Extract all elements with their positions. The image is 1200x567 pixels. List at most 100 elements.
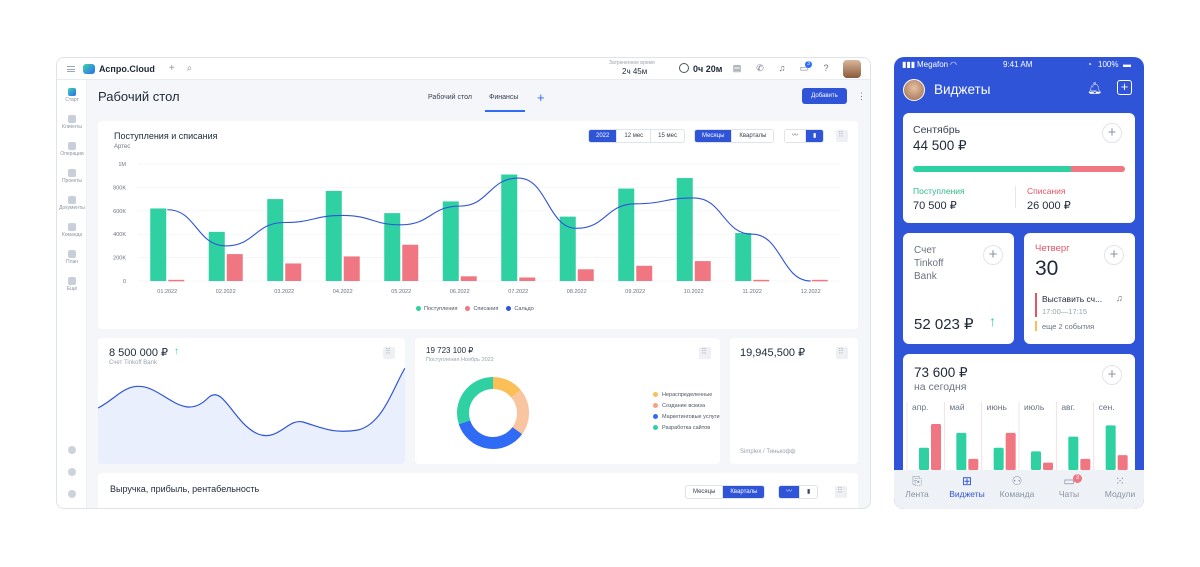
donut-slice [511,390,529,435]
line-chart-icon[interactable]: 〰 [785,130,807,142]
expense-bar [968,458,979,470]
more-icon[interactable]: ⋮ [857,91,866,101]
notes-icon[interactable]: ▤ [732,63,742,73]
menu-icon[interactable] [67,65,75,72]
revenue-quarters[interactable]: Кварталы [723,486,765,498]
bar-chart-icon[interactable]: ▮ [807,489,811,495]
drag-handle-icon[interactable] [699,347,711,359]
sidebar-item-7[interactable]: Ещё [57,277,87,292]
income-bar [150,208,167,281]
month-label: сен. [1099,402,1115,412]
help-icon[interactable]: ? [823,63,829,73]
add-widget-icon[interactable]: + [1117,80,1132,95]
tab-finance[interactable]: Финансы [489,94,519,101]
account-card[interactable]: Счет Tinkoff Bank + 52 023 ₽ ↑ [903,233,1014,344]
sidebar-item-3[interactable]: Проекты [57,169,87,184]
chat-icon[interactable]: ▭ [799,63,809,73]
sidebar-item-2[interactable]: Операции [57,142,87,157]
expense-bar [931,423,941,470]
calendar-card[interactable]: Четверг 30 + Выставить сч... ♫ 17:00—17:… [1024,233,1135,344]
x-tick-label: 07.2022 [508,289,528,295]
drag-handle-icon[interactable] [836,347,848,359]
line-chart-icon[interactable]: 〰 [779,486,801,498]
y-tick-label: 1M [118,162,126,168]
revenue-months[interactable]: Месяцы [686,486,724,498]
legend-balance: Сальдо [506,306,534,312]
today-value: 73 600 ₽ [914,365,968,380]
month-label: июль [1024,402,1045,412]
expense-bar [343,256,360,281]
sidebar-item-4[interactable]: Документы [57,196,87,211]
add-icon[interactable]: + [983,245,1003,265]
avatar[interactable] [843,60,861,78]
granularity-quarters[interactable]: Кварталы [739,133,767,139]
drag-handle-icon[interactable] [383,347,395,359]
x-tick-label: 06.2022 [450,289,470,295]
sidebar-label: Старт [65,97,79,103]
bell-icon[interactable]: ♫ [778,63,786,73]
battery-level: 100% [1098,60,1119,69]
more-events[interactable]: еще 2 события [1042,322,1095,331]
sidebar-item-1[interactable]: Клиенты [57,115,87,130]
granularity-months[interactable]: Месяцы [695,130,733,142]
income-bar [208,231,225,281]
logout-icon[interactable] [68,490,76,498]
tab-chats[interactable]: ▭ Чаты 3 [1047,474,1091,499]
drag-handle-icon[interactable] [835,486,847,498]
income-sub: Поступления Ноябрь 2022 [426,357,494,363]
sidebar-icon [68,142,76,150]
drag-handle-icon[interactable] [836,130,848,142]
income-label: Поступления [913,186,965,196]
logo-icon [83,63,95,74]
sidebar-item-0[interactable]: Старт [57,88,87,103]
avatar[interactable] [903,79,925,101]
simplex-card: 19,945,500 ₽ Simplex / Тинькофф [730,338,858,464]
settings-icon[interactable] [68,446,76,454]
income-donut-card: 19 723 100 ₽ Поступления Ноябрь 2022 [415,338,720,464]
event-marker [1035,293,1037,317]
x-tick-label: 08.2022 [567,289,587,295]
today-bar-chart: апр. май июнь июль авг. сен. [906,402,1128,470]
timer-icon[interactable] [679,63,689,73]
add-icon[interactable]: + [1102,365,1122,385]
tab-widgets[interactable]: ⊞ Виджеты [945,474,989,499]
period-12m[interactable]: 12 мес [617,130,652,142]
expense-bar [1005,432,1016,470]
sidebar-item-5[interactable]: Команда [57,223,87,238]
expense-bar [753,279,770,282]
sidebar-icon [68,223,76,231]
expense-bar [519,277,536,281]
weekday: Четверг [1035,243,1070,254]
timer-value[interactable]: 0ч 20м [693,64,723,74]
month-total: 44 500 ₽ [913,138,967,153]
search-icon[interactable]: ⌕ [186,63,193,74]
month-card[interactable]: Сентябрь 44 500 ₽ + Поступления 70 500 ₽… [903,113,1135,223]
bell-icon[interactable]: 🔔︎ [1087,81,1103,95]
help-circle-icon[interactable] [68,468,76,476]
income-bar [618,188,635,281]
phone-app: ▮▮▮ Megafon ◠ 9:41 AM ◔ 100% ▬ Виджеты 🔔… [894,57,1144,509]
tab-team[interactable]: ⚇ Команда [995,474,1039,499]
bar-chart-icon[interactable]: ▮ [806,130,824,142]
income-value: 19 723 100 ₽ [426,346,474,355]
tab-feed[interactable]: ⎘ Лента [895,474,939,499]
period-15m[interactable]: 15 мес [658,133,677,139]
today-card[interactable]: 73 600 ₽ на сегодня + апр. май июнь июль авг… [903,354,1135,478]
tab-modules[interactable]: ⁙ Модули [1098,474,1142,499]
status-clock: 9:41 AM [1003,60,1033,69]
tab-chats-label: Чаты [1058,489,1080,499]
y-tick-label: 400K [113,232,126,238]
add-tab-icon[interactable]: + [537,90,545,105]
phone-icon[interactable]: ✆ [756,63,764,73]
sidebar-item-6[interactable]: План [57,250,87,265]
finance-chart-card: Поступления и списания Артес 2022 12 мес… [98,121,858,329]
chat-badge: 3 [1073,474,1082,483]
add-icon[interactable]: + [1104,245,1124,265]
tab-desktop[interactable]: Рабочий стол [428,94,472,101]
plus-icon[interactable]: + [168,63,175,74]
add-button[interactable]: Добавить [802,88,847,104]
legend-income: Поступления [416,306,457,312]
add-icon[interactable]: + [1102,123,1122,143]
period-2022[interactable]: 2022 [589,130,618,142]
month-label: авг. [1061,402,1075,412]
